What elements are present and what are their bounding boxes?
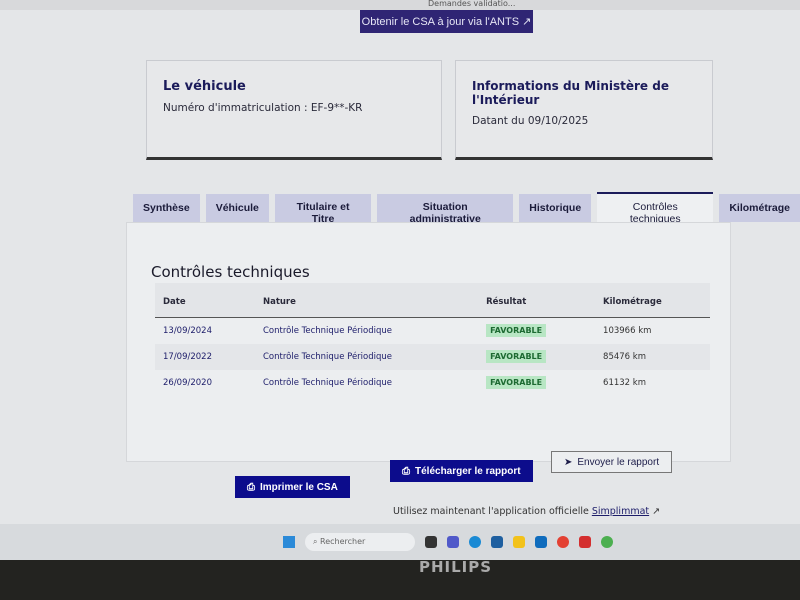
status-badge: FAVORABLE bbox=[486, 376, 547, 389]
simplimmat-link[interactable]: Simplimmat bbox=[591, 506, 650, 517]
plate-number: Numéro d'immatriculation : EF-9**-KR bbox=[163, 102, 363, 114]
tab-titulaire[interactable]: Titulaire et Titre bbox=[274, 194, 372, 225]
explorer-icon[interactable] bbox=[513, 536, 525, 548]
table-row: 13/09/2024 Contrôle Technique Périodique… bbox=[155, 317, 710, 344]
cell-nature: Contrôle Technique Périodique bbox=[254, 344, 479, 370]
tab-vehicule[interactable]: Véhicule bbox=[205, 194, 269, 222]
table-row: 26/09/2020 Contrôle Technique Périodique… bbox=[155, 370, 710, 396]
ministry-card: Informations du Ministère de l'Intérieur… bbox=[455, 60, 713, 160]
tab-historique[interactable]: Historique bbox=[519, 194, 592, 222]
promo-text: Utilisez maintenant l'application offici… bbox=[393, 506, 660, 517]
ministry-card-title: Informations du Ministère de l'Intérieur bbox=[472, 79, 669, 107]
vehicle-card-title: Le véhicule bbox=[163, 79, 246, 94]
chrome-profile-icon[interactable] bbox=[601, 536, 613, 548]
printer-icon: ⎙ bbox=[247, 481, 255, 493]
cell-km: 61132 km bbox=[595, 370, 710, 396]
outlook-icon[interactable] bbox=[535, 536, 547, 548]
promo-label: Utilisez maintenant l'application offici… bbox=[393, 506, 592, 517]
section-title: Contrôles techniques bbox=[151, 263, 310, 281]
tab-synthese[interactable]: Synthèse bbox=[133, 194, 200, 222]
col-km[interactable]: Kilométrage bbox=[595, 283, 710, 318]
task-view-icon[interactable] bbox=[425, 536, 437, 548]
external-link-icon: ↗ bbox=[652, 506, 661, 517]
bookmarks-bar: Demandes validatio... bbox=[0, 0, 800, 10]
cell-nature: Contrôle Technique Périodique bbox=[254, 370, 479, 396]
table-row: 17/09/2022 Contrôle Technique Périodique… bbox=[155, 344, 710, 370]
chrome-icon[interactable] bbox=[557, 536, 569, 548]
windows-start-icon[interactable] bbox=[283, 536, 295, 548]
monitor-logo: PHILIPS bbox=[419, 558, 493, 576]
status-badge: FAVORABLE bbox=[486, 350, 547, 363]
taskbar-search[interactable]: ⌕ Rechercher bbox=[305, 533, 415, 551]
cell-date: 13/09/2024 bbox=[155, 317, 255, 344]
tab-panel: Contrôles techniques Date Nature Résulta… bbox=[126, 222, 731, 462]
cell-nature: Contrôle Technique Périodique bbox=[254, 317, 479, 344]
tab-situation[interactable]: Situation administrative bbox=[377, 194, 514, 225]
monitor-bezel bbox=[0, 560, 800, 600]
teams-icon[interactable] bbox=[447, 536, 459, 548]
col-result[interactable]: Résultat bbox=[478, 283, 596, 318]
print-csa-button[interactable]: ⎙ Imprimer le CSA bbox=[235, 476, 350, 498]
ministry-date: Datant du 09/10/2025 bbox=[472, 115, 589, 127]
screen: Demandes validatio... Obtenir le CSA à j… bbox=[0, 0, 800, 560]
vehicle-card: Le véhicule Numéro d'immatriculation : E… bbox=[146, 60, 442, 160]
printer-icon: ⎙ bbox=[402, 465, 410, 477]
cell-date: 26/09/2020 bbox=[155, 370, 255, 396]
download-report-button[interactable]: ⎙ Télécharger le rapport bbox=[390, 460, 533, 482]
tab-controles[interactable]: Contrôles techniques bbox=[597, 192, 714, 225]
send-icon: ➤ bbox=[564, 456, 573, 468]
tab-kilometrage[interactable]: Kilométrage bbox=[719, 194, 800, 222]
search-placeholder: Rechercher bbox=[320, 537, 366, 546]
ants-csa-button[interactable]: Obtenir le CSA à jour via l'ANTS ↗ bbox=[360, 10, 533, 33]
download-label: Télécharger le rapport bbox=[415, 465, 521, 477]
print-label: Imprimer le CSA bbox=[260, 481, 338, 493]
cell-km: 103966 km bbox=[595, 317, 710, 344]
bookmark[interactable]: Demandes validatio... bbox=[428, 0, 516, 8]
edge-icon[interactable] bbox=[469, 536, 481, 548]
col-nature[interactable]: Nature bbox=[254, 283, 479, 318]
status-badge: FAVORABLE bbox=[486, 324, 547, 337]
tab-bar: Synthèse Véhicule Titulaire et Titre Sit… bbox=[133, 192, 800, 225]
app-icon[interactable] bbox=[579, 536, 591, 548]
store-icon[interactable] bbox=[491, 536, 503, 548]
send-label: Envoyer le rapport bbox=[577, 456, 660, 468]
cell-km: 85476 km bbox=[595, 344, 710, 370]
cell-date: 17/09/2022 bbox=[155, 344, 255, 370]
controls-table: Date Nature Résultat Kilométrage 13/09/2… bbox=[155, 283, 710, 396]
send-report-button[interactable]: ➤ Envoyer le rapport bbox=[551, 451, 673, 473]
col-date[interactable]: Date bbox=[155, 283, 255, 318]
taskbar: ⌕ Rechercher bbox=[0, 524, 800, 560]
